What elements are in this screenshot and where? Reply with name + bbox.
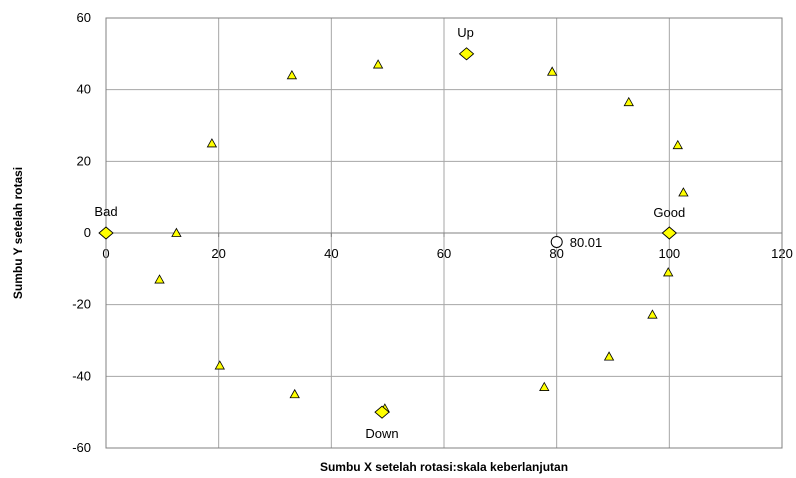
- y-tick-label: -60: [72, 440, 91, 455]
- reference-points: Bad Good Up Down: [94, 25, 685, 441]
- result-point: 80.01: [550, 235, 603, 250]
- x-axis-title: Sumbu X setelah rotasi:skala keberlanjut…: [320, 460, 568, 474]
- y-tick-label: 0: [84, 225, 91, 240]
- triangle-point: [206, 138, 218, 148]
- y-tick-labels: -60 -40 -20 0 20 40 60: [72, 10, 91, 455]
- x-tick-label: 80: [549, 246, 563, 261]
- y-tick-label: -20: [72, 297, 91, 312]
- reference-diamond: [98, 226, 114, 240]
- triangle-point: [546, 66, 558, 76]
- reference-label: Good: [653, 205, 685, 220]
- y-axis-title: Sumbu Y setelah rotasi: [11, 167, 25, 299]
- x-tick-label: 60: [437, 246, 451, 261]
- reference-diamond: [661, 226, 678, 240]
- triangle-point: [647, 309, 658, 319]
- triangle-point: [539, 381, 550, 391]
- triangle-point: [678, 187, 689, 197]
- triangle-point: [672, 139, 683, 150]
- y-tick-label: 60: [77, 10, 91, 25]
- triangle-point: [214, 360, 225, 370]
- triangle-point: [171, 227, 182, 237]
- triangle-point: [154, 274, 165, 284]
- reference-diamond: [458, 47, 475, 61]
- y-tick-label: 40: [77, 82, 91, 97]
- triangle-point: [289, 388, 300, 399]
- reference-label: Up: [457, 25, 474, 40]
- result-circle: [550, 235, 563, 248]
- triangle-point: [663, 267, 674, 277]
- triangle-point: [623, 96, 634, 107]
- y-tick-label: -40: [72, 368, 91, 383]
- y-tick-label: 20: [77, 153, 91, 168]
- result-label: 80.01: [570, 235, 603, 250]
- reference-label: Down: [365, 426, 398, 441]
- triangle-point: [372, 59, 384, 69]
- reference-diamond: [374, 405, 390, 419]
- x-tick-label: 20: [211, 246, 225, 261]
- reference-label: Bad: [94, 204, 117, 219]
- triangle-point: [603, 351, 615, 361]
- x-tick-label: 40: [324, 246, 338, 261]
- x-tick-label: 100: [658, 246, 680, 261]
- triangle-point: [286, 70, 298, 80]
